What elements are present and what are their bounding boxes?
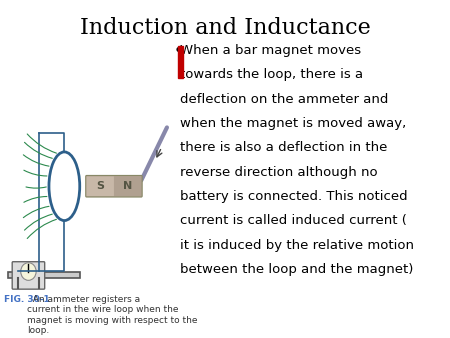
- Text: battery is connected. This noticed: battery is connected. This noticed: [180, 190, 408, 203]
- Text: Induction and Inductance: Induction and Inductance: [80, 17, 370, 39]
- FancyBboxPatch shape: [12, 262, 45, 289]
- Text: •: •: [173, 44, 183, 59]
- Text: towards the loop, there is a: towards the loop, there is a: [180, 68, 363, 81]
- Text: An ammeter registers a
current in the wire loop when the
magnet is moving with r: An ammeter registers a current in the wi…: [27, 295, 197, 335]
- Text: When a bar magnet moves: When a bar magnet moves: [180, 44, 361, 57]
- Text: between the loop and the magnet): between the loop and the magnet): [180, 263, 414, 276]
- Text: current is called induced current (: current is called induced current (: [180, 214, 407, 227]
- Text: FIG. 30-1: FIG. 30-1: [4, 295, 50, 304]
- FancyBboxPatch shape: [86, 176, 114, 196]
- Text: there is also a deflection in the: there is also a deflection in the: [180, 141, 387, 154]
- FancyBboxPatch shape: [8, 271, 80, 279]
- Text: it is induced by the relative motion: it is induced by the relative motion: [180, 239, 414, 251]
- Circle shape: [21, 263, 36, 280]
- Bar: [178, 46, 183, 78]
- Text: S: S: [96, 181, 104, 191]
- Text: reverse direction although no: reverse direction although no: [180, 166, 378, 178]
- Text: when the magnet is moved away,: when the magnet is moved away,: [180, 117, 406, 130]
- Text: N: N: [123, 181, 132, 191]
- FancyBboxPatch shape: [86, 175, 142, 197]
- Text: deflection on the ammeter and: deflection on the ammeter and: [180, 93, 388, 105]
